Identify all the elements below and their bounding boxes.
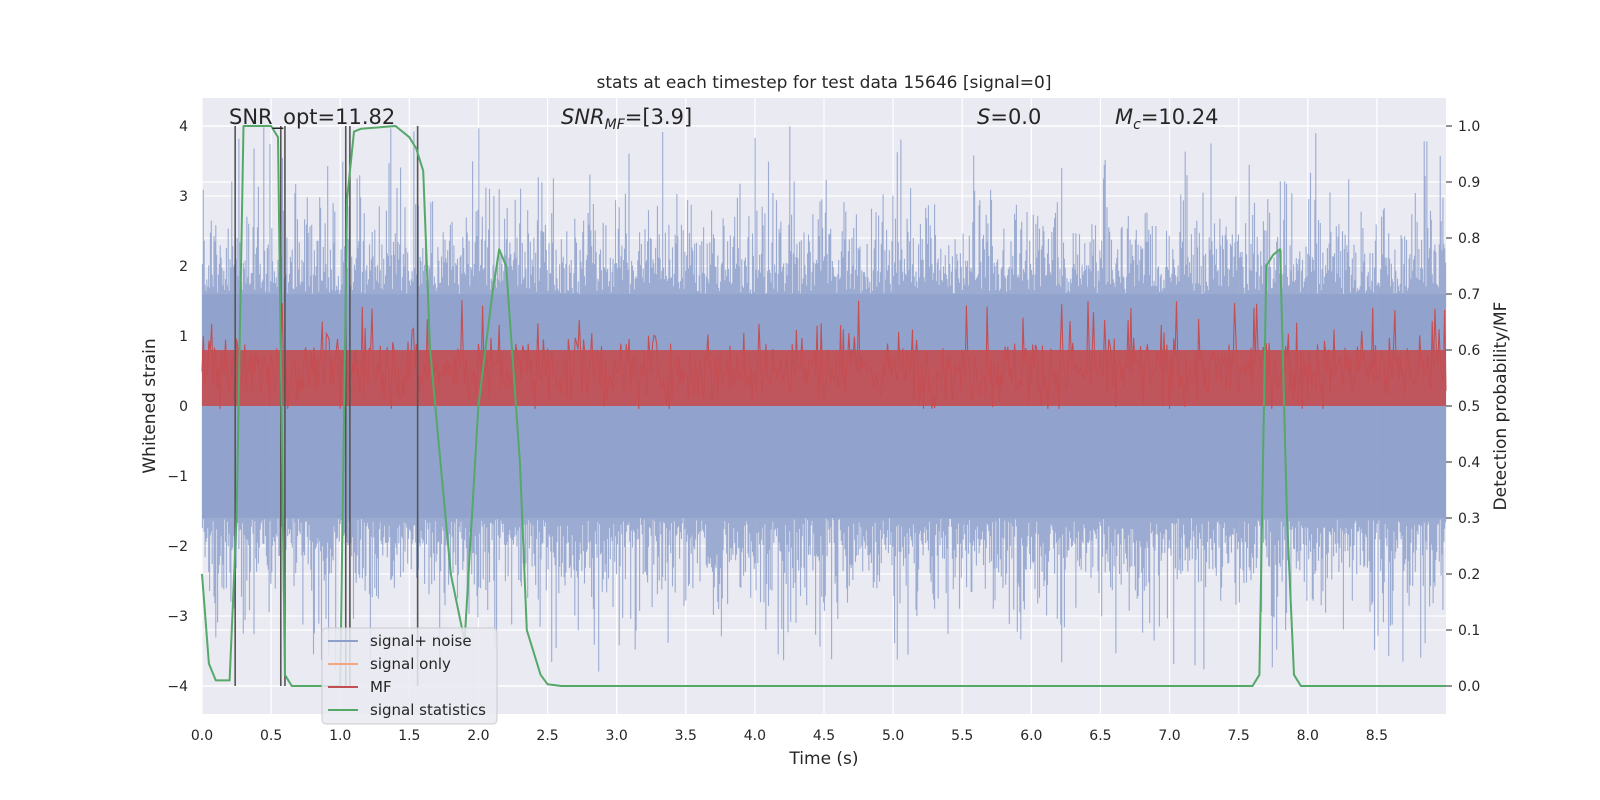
y-right-tick-label: 0.5 — [1458, 399, 1480, 415]
y-right-tick-label: 0.6 — [1458, 343, 1480, 359]
y-left-axis-label: Whitened strain — [140, 338, 160, 473]
y-left-tick-label: −1 — [167, 469, 188, 485]
legend-box — [321, 627, 498, 725]
x-tick-label: 5.5 — [951, 728, 973, 744]
mc-main: M — [1115, 105, 1133, 129]
snr-mf-value: =[3.9] — [625, 105, 692, 129]
y-left-tick-label: 4 — [179, 119, 188, 135]
chart-title: stats at each timestep for test data 156… — [597, 73, 1052, 93]
y-left-tick-label: 1 — [179, 329, 188, 345]
x-tick-label: 7.0 — [1158, 728, 1180, 744]
mc-value: =10.24 — [1141, 105, 1219, 129]
legend-label-signal-only: signal only — [370, 655, 451, 673]
snr-mf-annotation: SNRMF=[3.9] — [561, 105, 692, 133]
y-right-axis-ticks: 1.0 0.9 0.8 0.7 0.6 0.5 0.4 0.3 0.2 0.1 0.0 — [1446, 119, 1480, 695]
y-left-tick-label: −2 — [167, 539, 188, 555]
mf-series — [201, 299, 1447, 409]
x-tick-label: 4.0 — [744, 728, 766, 744]
x-axis-ticks: 0.0 0.5 1.0 1.5 2.0 2.5 3.0 3.5 4.0 4.5 5.0 5.5 6.0 6… — [191, 728, 1388, 744]
mc-annotation: Mc=10.24 — [1115, 105, 1219, 133]
y-left-tick-label: 3 — [179, 189, 188, 205]
x-tick-label: 4.5 — [813, 728, 835, 744]
s-main: S — [977, 105, 990, 129]
mc-sub: c — [1133, 117, 1141, 133]
mf-trace — [201, 299, 1447, 409]
legend-label-stat: signal statistics — [370, 701, 486, 719]
y-right-tick-label: 1.0 — [1458, 119, 1480, 135]
x-tick-label: 7.5 — [1228, 728, 1250, 744]
snr-opt-annotation: SNR_opt=11.82 — [229, 105, 395, 130]
s-annotation: S=0.0 — [977, 105, 1041, 129]
y-right-tick-label: 0.7 — [1458, 287, 1480, 303]
y-left-tick-label: 0 — [179, 399, 188, 415]
snr-mf-sub: MF — [605, 117, 626, 133]
x-tick-label: 8.5 — [1366, 728, 1388, 744]
y-right-tick-label: 0.8 — [1458, 231, 1480, 247]
x-tick-label: 6.0 — [1020, 728, 1042, 744]
y-right-tick-label: 0.4 — [1458, 455, 1480, 471]
legend: signal+ noise signal only MF signal stat… — [321, 627, 498, 725]
s-value: =0.0 — [990, 105, 1041, 129]
x-tick-label: 2.5 — [536, 728, 558, 744]
y-right-tick-label: 0.1 — [1458, 623, 1480, 639]
y-right-axis-label: Detection probability/MF — [1491, 302, 1511, 511]
legend-label-noise: signal+ noise — [370, 632, 472, 650]
x-tick-label: 0.0 — [191, 728, 213, 744]
x-tick-label: 1.0 — [329, 728, 351, 744]
x-tick-label: 2.0 — [467, 728, 489, 744]
x-tick-label: 5.0 — [882, 728, 904, 744]
signal-statistics-series — [201, 125, 1446, 687]
x-tick-label: 6.5 — [1089, 728, 1111, 744]
x-tick-label: 3.0 — [606, 728, 628, 744]
y-left-tick-label: 2 — [179, 259, 188, 275]
snr-mf-main: SNR — [561, 105, 605, 129]
vertical-markers — [234, 126, 419, 686]
x-tick-label: 1.5 — [398, 728, 420, 744]
y-left-tick-label: −3 — [167, 609, 188, 625]
x-axis-label: Time (s) — [788, 749, 858, 769]
y-right-tick-label: 0.0 — [1458, 679, 1480, 695]
y-right-tick-label: 0.9 — [1458, 175, 1480, 191]
signal-statistics-line — [201, 125, 1446, 687]
y-left-axis-ticks: 4 3 2 1 0 −1 −2 −3 −4 — [167, 119, 188, 695]
legend-label-mf: MF — [370, 678, 392, 696]
x-tick-label: 8.0 — [1297, 728, 1319, 744]
x-tick-label: 3.5 — [675, 728, 697, 744]
x-tick-label: 0.5 — [260, 728, 282, 744]
y-left-tick-label: −4 — [167, 679, 188, 695]
y-right-tick-label: 0.2 — [1458, 567, 1480, 583]
y-right-tick-label: 0.3 — [1458, 511, 1480, 527]
